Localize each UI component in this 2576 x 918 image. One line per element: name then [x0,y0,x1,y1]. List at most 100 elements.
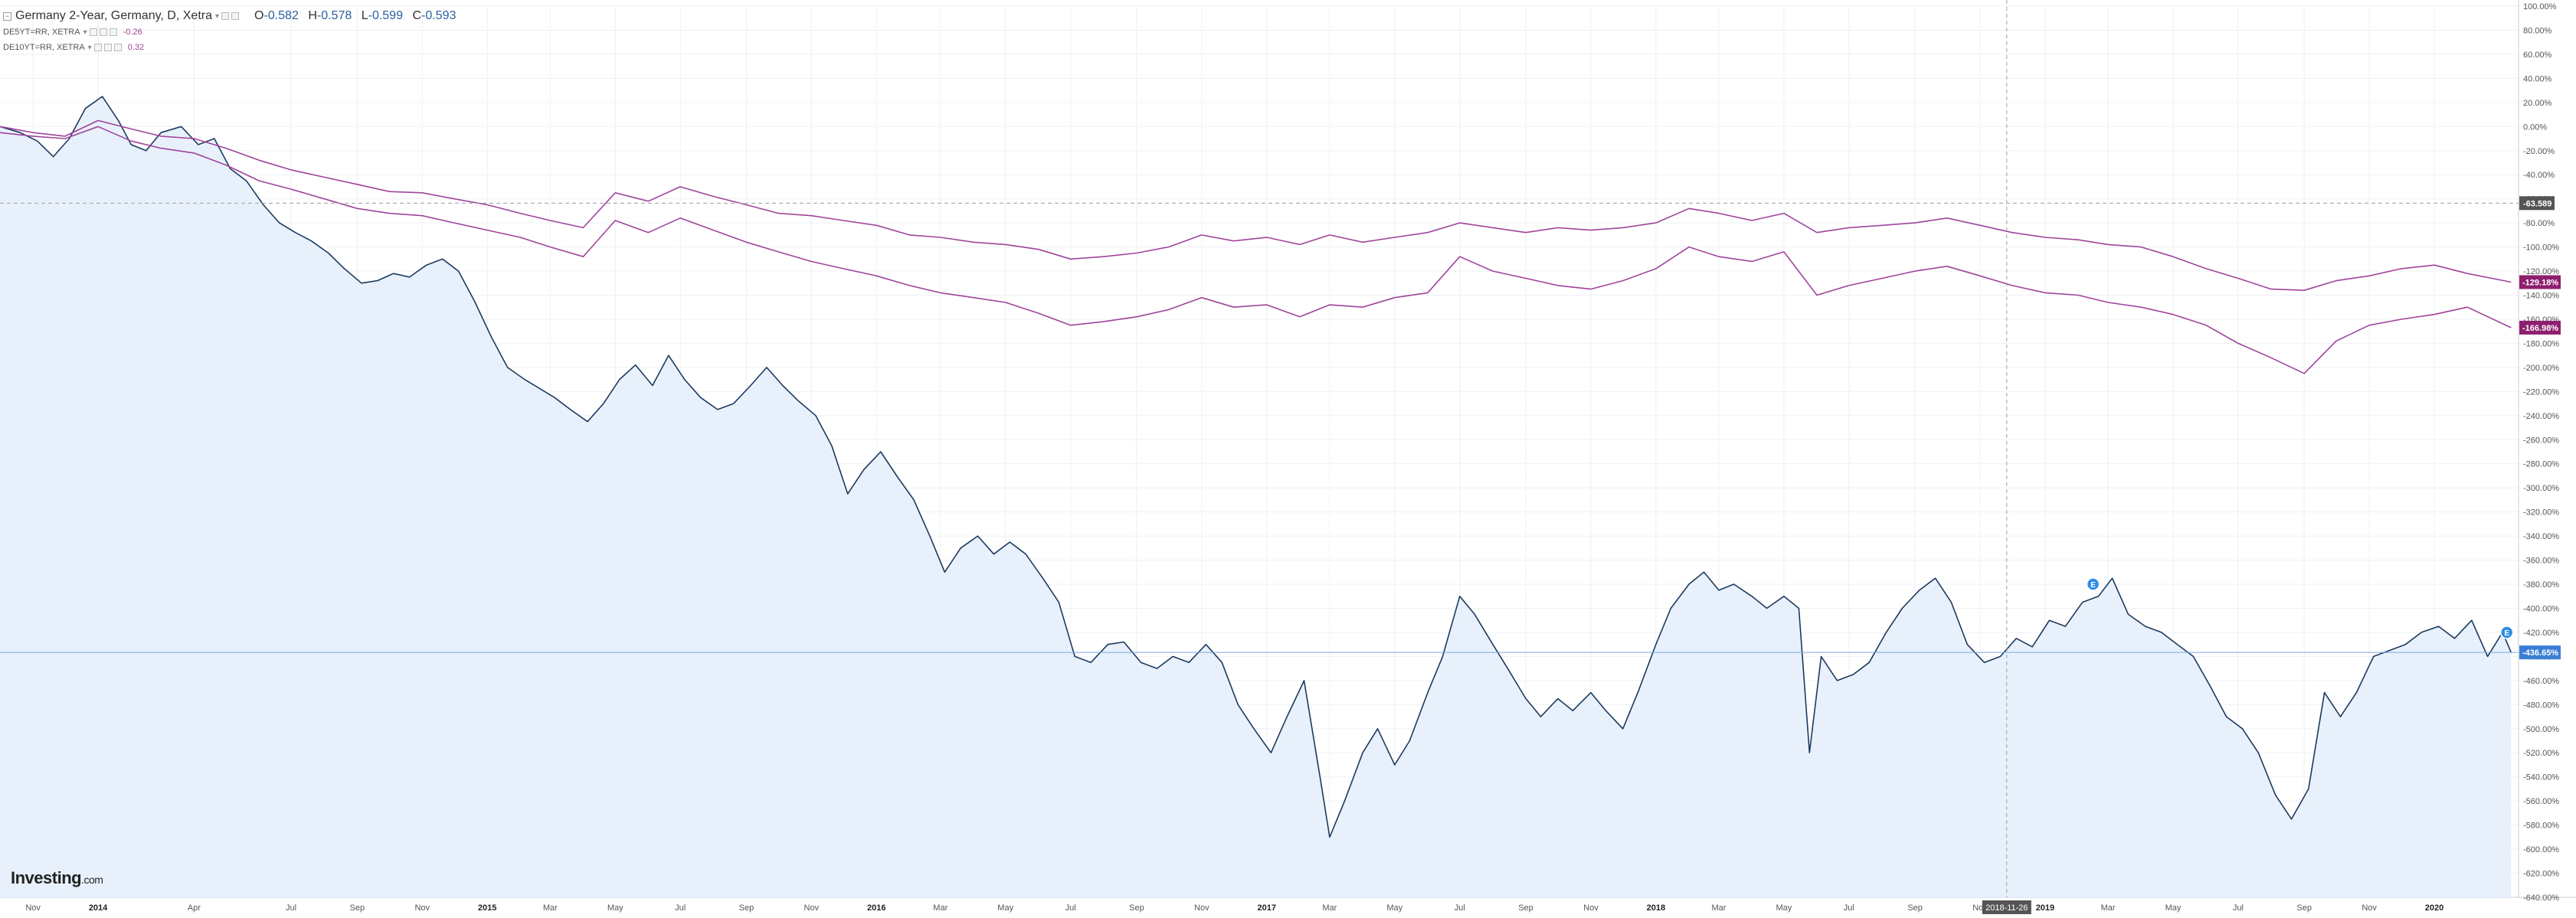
x-tick-label: May [607,903,624,913]
compare-series-legend-de5y[interactable]: DE5YT=RR, XETRA ▾ -0.26 [3,25,456,40]
x-tick-label: Nov [1583,903,1599,913]
y-tick-label: -300.00% [2523,484,2559,493]
main-series-legend[interactable]: − Germany 2-Year, Germany, D, Xetra ▾ O-… [3,8,456,25]
close-icon[interactable] [113,44,122,51]
y-tick-label: -220.00% [2523,387,2559,397]
y-tick-label: -360.00% [2523,557,2559,566]
y-axis[interactable]: 100.00% 80.00% 60.00% 40.00% 20.00% 0.00% -20.… [2519,2,2561,903]
y-tick-label: 100.00% [2523,2,2557,11]
x-tick-label: Sep [739,903,754,913]
de10y-last-label: -166.98% [2522,324,2558,333]
x-axis[interactable]: Nov 2014 Apr Jul Sep Nov 2015 Mar May Jul Sep Nov 20… [25,900,2443,914]
y-tick-label: -460.00% [2523,677,2559,686]
x-tick-label: Mar [1322,903,1337,913]
settings-icon[interactable] [231,12,240,20]
de10y-series-line [0,126,2512,374]
y-tick-label: -240.00% [2523,412,2559,421]
x-tick-label: May [1776,903,1792,913]
y-tick-label: -640.00% [2523,893,2559,903]
eye-icon[interactable] [93,44,102,51]
main-series-title[interactable]: Germany 2-Year, Germany, D, Xetra [15,9,212,22]
x-tick-label: Sep [1907,903,1923,913]
y-tick-label: -520.00% [2523,749,2559,758]
chevron-down-icon[interactable]: ▾ [83,28,87,37]
settings-icon[interactable] [99,28,107,36]
y-tick-label: -100.00% [2523,243,2559,253]
x-tick-label: Nov [414,903,430,913]
x-tick-label: Sep [2296,903,2312,913]
event-marker-label: E [2090,581,2096,590]
x-tick-label: Jul [1844,903,1854,913]
compare-series-legend-de10y[interactable]: DE10YT=RR, XETRA ▾ 0.32 [3,40,456,55]
x-tick-label: 2018 [1647,903,1665,913]
close-icon[interactable] [109,28,117,36]
event-marker-icon [2086,577,2100,591]
y-tick-label: 60.00% [2523,51,2552,60]
y-tick-label: -340.00% [2523,532,2559,541]
x-tick-label: Apr [188,903,201,913]
y-tick-label: -400.00% [2523,604,2559,613]
crosshair-date-badge [1982,900,2031,914]
collapse-icon[interactable]: − [3,11,11,21]
y-tick-label: -40.00% [2523,171,2555,180]
main-last-badge [2519,645,2561,660]
x-tick-label: 2016 [867,903,885,913]
x-tick-label: May [2165,903,2182,913]
x-tick-label: 2019 [2036,903,2054,913]
x-tick-label: Jul [1065,903,1076,913]
y-tick-label: 80.00% [2523,26,2552,35]
low-label: L [361,9,368,22]
crosshair-value-label: -63.589 [2523,199,2551,208]
x-tick-label: 2015 [478,903,496,913]
x-tick-label: 2020 [2425,903,2443,913]
y-tick-label: -500.00% [2523,725,2559,734]
low-value: -0.599 [368,9,403,22]
chevron-down-icon[interactable]: ▾ [215,11,220,21]
de5y-last-label: -129.18% [2522,278,2558,287]
de5y-last-badge [2519,275,2561,289]
main-series-line [0,96,2512,838]
y-tick-label: -280.00% [2523,460,2559,469]
main-last-label: -436.65% [2522,648,2558,658]
y-tick-label: -600.00% [2523,845,2559,854]
x-tick-label: Mar [543,903,558,913]
x-tick-label: Jul [2233,903,2244,913]
logo-brand: Investing [11,868,82,887]
y-tick-label: -260.00% [2523,436,2559,445]
de5y-series-line [0,119,2512,292]
eye-icon[interactable] [221,12,230,20]
y-tick-label: -580.00% [2523,822,2559,831]
x-tick-label: May [997,903,1013,913]
settings-icon[interactable] [103,44,112,51]
y-tick-label: -140.00% [2523,292,2559,301]
close-label: C [412,9,421,22]
y-tick-label: -480.00% [2523,701,2559,710]
x-tick-label: Jul [286,903,296,913]
x-tick-label: Sep [350,903,365,913]
de10y-last-badge [2519,320,2561,335]
compare-series-label[interactable]: DE10YT=RR, XETRA [3,43,85,52]
y-tick-label: 0.00% [2523,123,2547,132]
investing-logo: Investing.com [11,868,103,888]
open-value: -0.582 [263,9,299,22]
chevron-down-icon[interactable]: ▾ [87,43,92,52]
eye-icon[interactable] [89,28,97,36]
main-series-fill [0,96,2512,897]
y-tick-label: 40.00% [2523,74,2552,83]
y-tick-label: -320.00% [2523,508,2559,518]
close-value: -0.593 [421,9,457,22]
event-marker-icon [2499,626,2514,639]
compare-series-label[interactable]: DE5YT=RR, XETRA [3,28,80,37]
y-tick-label: -20.00% [2523,147,2555,156]
x-tick-label: Nov [2362,903,2377,913]
ohlc-values: O-0.582 H-0.578 L-0.599 C-0.593 [248,9,456,23]
crosshair-value-badge [2519,196,2555,211]
y-tick-label: -120.00% [2523,267,2559,276]
event-marker-label: E [2504,629,2509,638]
x-tick-label: Nov [25,903,41,913]
open-label: O [254,9,264,22]
x-tick-label: Jul [675,903,686,913]
crosshair-date-label: 2018-11-26 [1985,903,2028,913]
high-label: H [308,9,317,22]
